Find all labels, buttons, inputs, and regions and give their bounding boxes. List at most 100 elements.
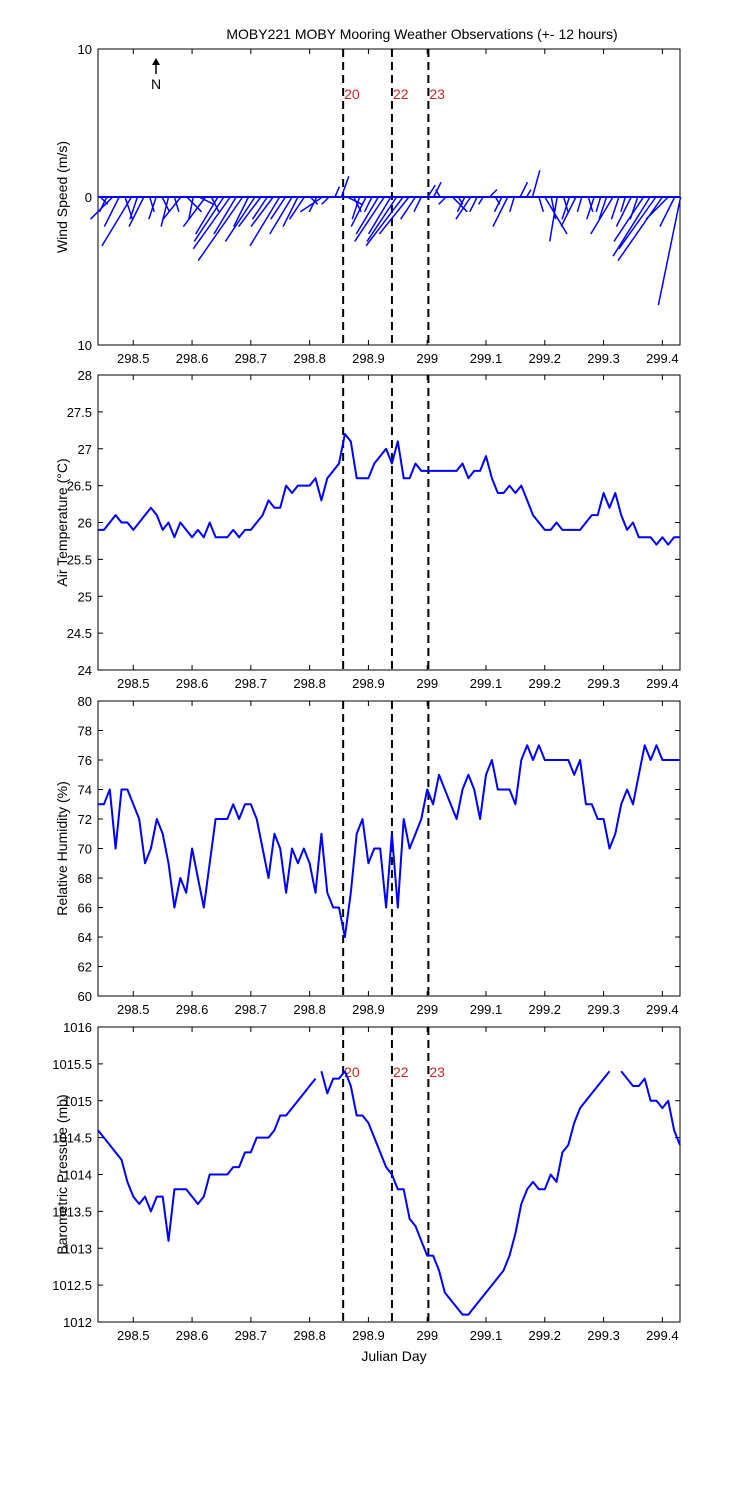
wind-vector <box>610 196 620 220</box>
wind-vector <box>435 189 441 198</box>
wind-vector <box>197 196 244 262</box>
wind-vector <box>367 196 392 235</box>
x-tick-label: 298.8 <box>293 1328 326 1343</box>
x-tick-label: 298.5 <box>117 1002 150 1017</box>
wind-vector <box>493 196 503 213</box>
x-tick-label: 298.9 <box>352 676 385 691</box>
y-tick-label: 1014 <box>63 1168 92 1183</box>
x-tick-label: 298.8 <box>293 676 326 691</box>
x-tick-label: 299.4 <box>646 1002 679 1017</box>
y-tick-label: 72 <box>78 812 92 827</box>
x-tick-label: 299.1 <box>470 676 503 691</box>
wind-vector <box>595 196 602 213</box>
x-tick-label: 298.6 <box>176 1328 209 1343</box>
y-tick-label: 1015.5 <box>52 1057 92 1072</box>
x-tick-label: 299.1 <box>470 351 503 366</box>
y-tick-label: 25 <box>78 589 92 604</box>
wind-vector <box>195 196 219 235</box>
wind-vector <box>531 170 541 198</box>
y-tick-label: 25.5 <box>67 552 92 567</box>
wind-vector <box>299 196 323 213</box>
x-tick-label: 299.2 <box>529 1328 562 1343</box>
panel-1: 298.5 298.6 298.7 298.8 298.9 299 299.1 299.2 29… <box>54 42 682 366</box>
wind-vector <box>160 196 170 227</box>
y-tick-label: 1012 <box>63 1315 92 1330</box>
wind-vector <box>413 196 423 213</box>
wind-vector <box>250 196 274 228</box>
wind-vector <box>282 196 299 227</box>
wind-vector <box>355 196 380 235</box>
x-tick-label: 299.3 <box>587 1002 620 1017</box>
wind-vector <box>89 196 114 220</box>
plot-frame <box>97 700 681 997</box>
north-arrow-icon: N <box>151 58 161 92</box>
x-tick-label: 298.6 <box>176 1002 209 1017</box>
wind-vector <box>270 196 287 220</box>
wind-vector <box>188 196 194 220</box>
series-line <box>98 744 680 938</box>
wind-vector <box>561 196 571 220</box>
plot-frame <box>97 374 681 671</box>
x-tick-label: 299.4 <box>646 351 679 366</box>
wind-vector <box>615 196 632 227</box>
wind-vector <box>525 189 532 198</box>
y-axis-label: Relative Humidity (%) <box>54 781 70 916</box>
wind-vector <box>162 196 182 220</box>
wind-vector <box>103 196 120 227</box>
x-tick-label: 299.3 <box>587 1328 620 1343</box>
wind-vector <box>659 196 676 227</box>
wind-vector <box>309 196 319 205</box>
x-tick-label: 299.2 <box>529 1002 562 1017</box>
y-tick-label: 10 <box>78 338 92 353</box>
y-tick-label: 27.5 <box>67 405 92 420</box>
event-marker-label: 22 <box>393 1064 409 1080</box>
x-tick-label: 299.3 <box>587 676 620 691</box>
panel-2: 298.5 298.6 298.7 298.8 298.9 299 299.1 299.2 29… <box>54 368 681 691</box>
y-tick-label: 1014.5 <box>52 1131 92 1146</box>
y-tick-label: 10 <box>78 42 92 57</box>
wind-vector <box>149 196 155 213</box>
wind-vector <box>598 196 608 220</box>
series-line <box>98 433 680 546</box>
plot-frame <box>97 1026 681 1323</box>
y-tick-label: 68 <box>78 871 92 886</box>
wind-vector <box>366 196 398 242</box>
wind-vector <box>378 196 410 235</box>
y-tick-label: 1012.5 <box>52 1278 92 1293</box>
panel-3: 298.5 298.6 298.7 298.8 298.9 299 299.1 299.2 29… <box>54 694 681 1017</box>
y-tick-label: 26 <box>78 516 92 531</box>
event-marker-label: 22 <box>393 86 409 102</box>
x-tick-label: 298.8 <box>293 351 326 366</box>
x-tick-label: 298.7 <box>235 1328 268 1343</box>
wind-vector <box>562 196 569 213</box>
y-tick-label: 78 <box>78 724 92 739</box>
y-tick-label: 66 <box>78 901 92 916</box>
wind-vector <box>182 196 207 228</box>
wind-vector <box>492 196 509 227</box>
event-marker-label: 20 <box>344 86 360 102</box>
wind-vector <box>363 196 373 213</box>
x-tick-label: 299.4 <box>646 676 679 691</box>
wind-vector <box>544 196 568 235</box>
x-tick-label: 299 <box>416 1002 438 1017</box>
wind-vector <box>210 196 220 213</box>
series-line <box>320 1070 611 1316</box>
y-tick-label: 1013.5 <box>52 1204 92 1219</box>
wind-vector <box>308 196 318 213</box>
y-tick-label: 74 <box>78 783 92 798</box>
wind-vector <box>427 184 436 198</box>
wind-vector <box>186 196 203 213</box>
wind-vector <box>586 196 595 220</box>
y-tick-label: 24.5 <box>67 626 92 641</box>
x-tick-label: 298.9 <box>352 1002 385 1017</box>
series-line <box>620 1070 681 1146</box>
wind-vector <box>433 181 442 198</box>
wind-vector <box>438 196 447 205</box>
wind-vector <box>613 196 645 242</box>
y-axis-label: Barometric Pressure (mb) <box>54 1094 70 1254</box>
north-label: N <box>151 76 161 92</box>
wind-vector <box>354 196 385 242</box>
x-tick-label: 299 <box>416 1328 438 1343</box>
panel-4: 298.5 298.6 298.7 298.8 298.9 299 299.1 299.2 29… <box>52 1020 681 1343</box>
wind-vector <box>321 196 330 205</box>
